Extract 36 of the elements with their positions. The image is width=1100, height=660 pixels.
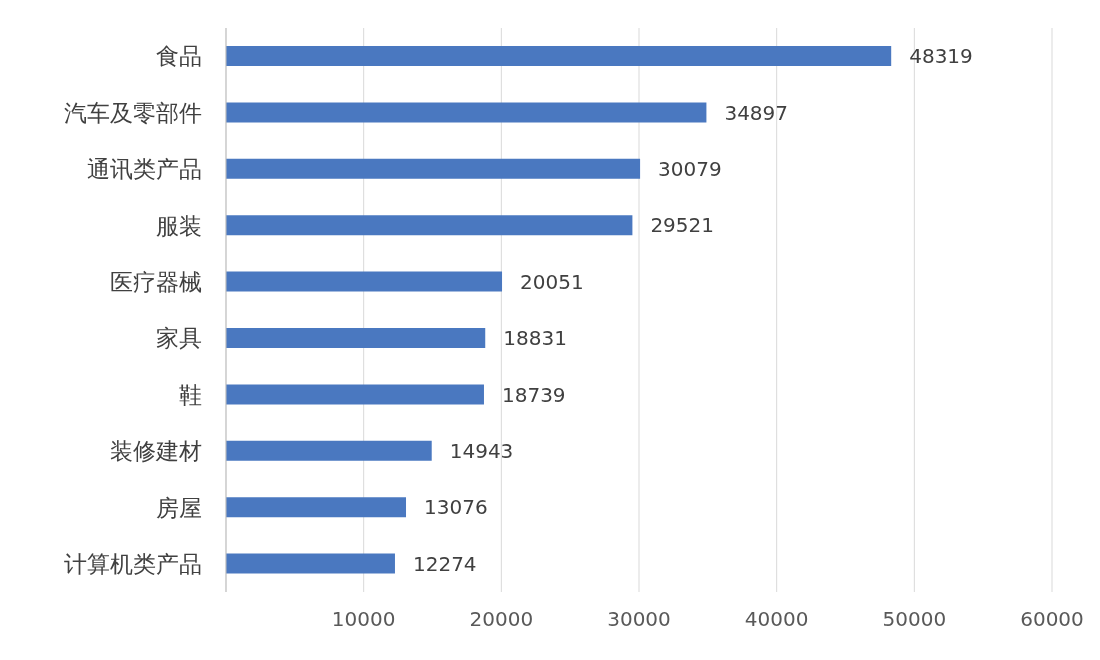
- x-tick-label: 60000: [1020, 607, 1084, 632]
- data-label: 48319: [909, 44, 973, 69]
- bar: [226, 215, 633, 236]
- data-label: 18831: [503, 326, 567, 351]
- data-label: 30079: [658, 156, 722, 181]
- data-label: 13076: [424, 495, 488, 520]
- data-label: 18739: [501, 382, 566, 407]
- data-label: 12274: [412, 551, 477, 576]
- data-label: 14943: [449, 438, 514, 463]
- bar: [226, 158, 641, 179]
- x-tick-label: 10000: [331, 607, 396, 632]
- y-tick-label: 家具: [156, 325, 202, 352]
- bar: [226, 497, 407, 518]
- y-tick-label: 计算机类产品: [64, 550, 202, 577]
- bar: [226, 46, 892, 66]
- y-tick-label: 鞋: [179, 381, 202, 408]
- x-tick-label: 30000: [607, 607, 671, 632]
- data-label: 20051: [520, 269, 584, 294]
- data-label: 29521: [650, 213, 715, 238]
- bar: [226, 384, 484, 405]
- bar: [226, 440, 432, 461]
- x-tick-label: 20000: [469, 607, 534, 632]
- y-tick-label: 医疗器械: [110, 268, 202, 295]
- y-tick-label: 服装: [156, 212, 202, 239]
- y-tick-label: 汽车及零部件: [64, 99, 202, 126]
- bar: [226, 271, 503, 292]
- y-tick-label: 食品: [156, 43, 202, 70]
- bar: [226, 102, 707, 123]
- y-tick-label: 通讯类产品: [87, 156, 202, 183]
- data-label: 34897: [724, 100, 789, 125]
- bar: [226, 328, 486, 348]
- x-tick-label: 40000: [744, 607, 809, 632]
- x-tick-label: 50000: [882, 607, 947, 632]
- bar: [226, 553, 395, 574]
- y-tick-label: 装修建材: [110, 438, 202, 465]
- y-tick-label: 房屋: [156, 494, 202, 521]
